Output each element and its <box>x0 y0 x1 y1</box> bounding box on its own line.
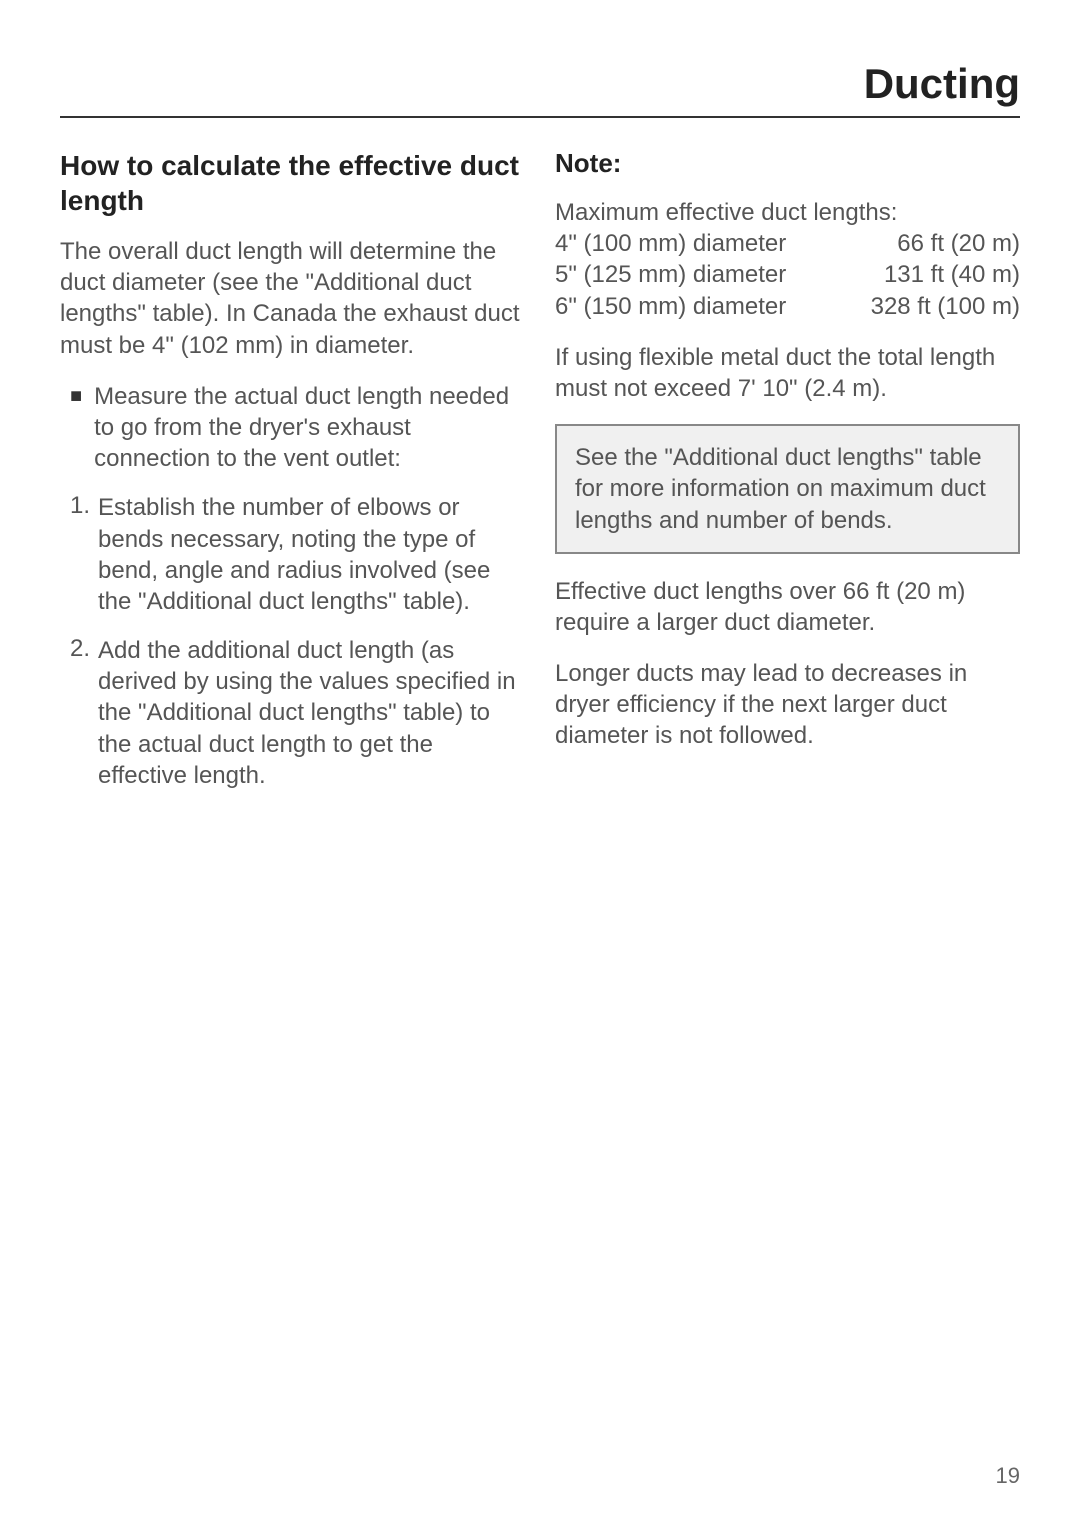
step-2-text: Add the additional duct length (as deriv… <box>98 635 525 791</box>
length-cell: 131 ft (40 m) <box>825 259 1020 290</box>
diameter-cell: 6" (150 mm) diameter <box>555 291 825 322</box>
callout-box: See the "Additional duct lengths" table … <box>555 424 1020 554</box>
table-row: 5" (125 mm) diameter 131 ft (40 m) <box>555 259 1020 290</box>
numbered-item-2: 2. Add the additional duct length (as de… <box>60 635 525 791</box>
right-column: Note: Maximum effective duct lengths: 4"… <box>555 148 1020 809</box>
table-row: 6" (150 mm) diameter 328 ft (100 m) <box>555 291 1020 322</box>
intro-paragraph: The overall duct length will determine t… <box>60 236 525 361</box>
number-marker: 2. <box>70 635 90 791</box>
max-lengths-intro: Maximum effective duct lengths: <box>555 197 1020 228</box>
bullet-text: Measure the actual duct length needed to… <box>94 381 525 475</box>
two-column-layout: How to calculate the effective duct leng… <box>60 148 1020 809</box>
length-cell: 328 ft (100 m) <box>825 291 1020 322</box>
page-number: 19 <box>996 1463 1020 1489</box>
over-66ft-note: Effective duct lengths over 66 ft (20 m)… <box>555 576 1020 638</box>
diameter-cell: 5" (125 mm) diameter <box>555 259 825 290</box>
left-column: How to calculate the effective duct leng… <box>60 148 525 809</box>
page-header-title: Ducting <box>60 60 1020 118</box>
step-1-text: Establish the number of elbows or bends … <box>98 492 525 617</box>
bullet-marker-icon: ■ <box>70 385 82 475</box>
table-row: 4" (100 mm) diameter 66 ft (20 m) <box>555 228 1020 259</box>
duct-length-table: Maximum effective duct lengths: 4" (100 … <box>555 197 1020 322</box>
number-marker: 1. <box>70 492 90 617</box>
flexible-duct-note: If using flexible metal duct the total l… <box>555 342 1020 404</box>
bullet-item: ■ Measure the actual duct length needed … <box>60 381 525 475</box>
length-cell: 66 ft (20 m) <box>825 228 1020 259</box>
diameter-cell: 4" (100 mm) diameter <box>555 228 825 259</box>
section-title: How to calculate the effective duct leng… <box>60 148 525 218</box>
longer-ducts-note: Longer ducts may lead to decreases in dr… <box>555 658 1020 752</box>
note-heading: Note: <box>555 148 1020 179</box>
numbered-item-1: 1. Establish the number of elbows or ben… <box>60 492 525 617</box>
